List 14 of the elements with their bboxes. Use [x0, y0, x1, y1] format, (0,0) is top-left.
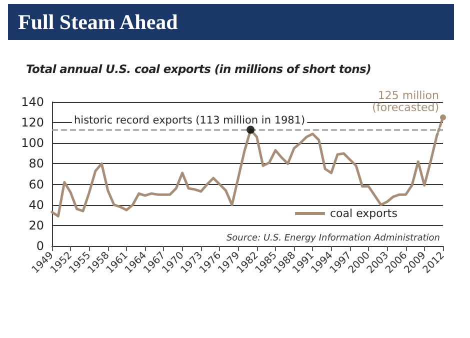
chart-subtitle: Total annual U.S. coal exports (in millions of short tons) [26, 62, 372, 76]
y-tick-label: 80 [28, 156, 44, 171]
y-tick-label: 40 [28, 198, 44, 212]
y-tick-label: 100 [21, 136, 44, 150]
chart-title: Full Steam Ahead [8, 4, 454, 40]
y-tick-label: 0 [36, 239, 44, 253]
annotation: Source: U.S. Energy Information Administration [226, 234, 440, 244]
y-tick-label: 20 [28, 218, 44, 232]
legend-label: coal exports [330, 207, 398, 220]
y-tick-label: 120 [21, 116, 44, 130]
annotation: 125 million (forecasted) [372, 88, 440, 114]
y-tick-label: 60 [28, 177, 44, 192]
ref-line-label: historic record exports (113 million in 1981) [74, 114, 306, 126]
y-tick-label: 140 [21, 95, 44, 109]
